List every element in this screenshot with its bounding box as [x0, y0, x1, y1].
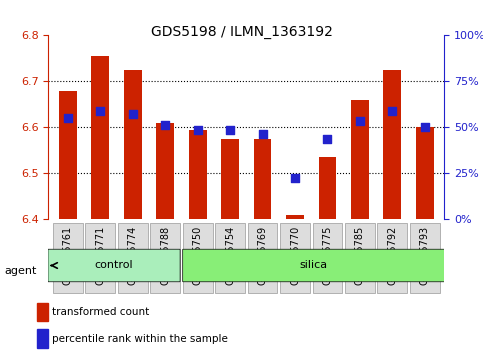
Bar [37, 303, 48, 321]
FancyBboxPatch shape [280, 223, 310, 293]
FancyBboxPatch shape [85, 223, 115, 293]
Bar [221, 139, 239, 219]
FancyBboxPatch shape [410, 223, 440, 293]
Bar [319, 158, 337, 219]
FancyBboxPatch shape [53, 223, 83, 293]
Bar [156, 123, 174, 219]
Bar [37, 329, 48, 348]
Point [388, 109, 396, 114]
Bar [254, 139, 271, 219]
FancyBboxPatch shape [215, 223, 245, 293]
Text: percentile rank within the sample: percentile rank within the sample [53, 334, 228, 344]
FancyBboxPatch shape [48, 249, 180, 282]
FancyBboxPatch shape [118, 223, 148, 293]
Bar [286, 215, 304, 219]
Bar [91, 56, 109, 219]
Bar [124, 70, 142, 219]
FancyBboxPatch shape [345, 223, 375, 293]
Point [64, 115, 71, 121]
FancyBboxPatch shape [248, 223, 278, 293]
Point [161, 122, 169, 128]
Point [129, 111, 137, 116]
Point [356, 118, 364, 124]
Bar [384, 70, 401, 219]
Text: transformed count: transformed count [53, 307, 150, 317]
Point [97, 109, 104, 114]
Bar [416, 127, 434, 219]
Point [226, 127, 234, 133]
Text: silica: silica [299, 261, 328, 270]
Bar [351, 100, 369, 219]
Point [291, 175, 299, 181]
FancyBboxPatch shape [378, 223, 407, 293]
FancyBboxPatch shape [313, 223, 342, 293]
Bar [189, 130, 207, 219]
Bar [59, 91, 77, 219]
Text: GDS5198 / ILMN_1363192: GDS5198 / ILMN_1363192 [151, 25, 332, 39]
FancyBboxPatch shape [150, 223, 180, 293]
Point [259, 132, 267, 137]
FancyBboxPatch shape [183, 249, 445, 282]
FancyBboxPatch shape [183, 223, 213, 293]
Point [421, 125, 429, 130]
Point [324, 136, 331, 142]
Text: control: control [95, 261, 133, 270]
Text: agent: agent [5, 266, 37, 276]
Point [194, 127, 201, 133]
